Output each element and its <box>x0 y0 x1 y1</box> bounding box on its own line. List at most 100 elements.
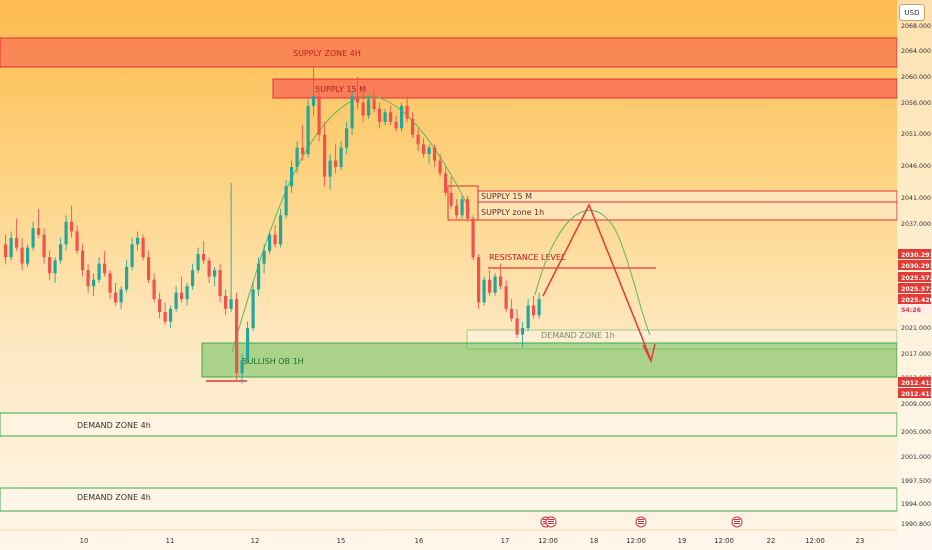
supply-zone-15m <box>477 190 898 203</box>
currency-selector[interactable]: USD <box>899 4 925 21</box>
candle-body <box>356 96 360 103</box>
candle-body <box>163 312 167 322</box>
candle-body <box>64 221 68 245</box>
countdown-tag <box>898 304 931 314</box>
candle-body <box>125 266 129 290</box>
price-axis-label: 2017.000 <box>901 351 931 358</box>
price-axis-label: 2041.000 <box>901 195 931 202</box>
candle-body <box>367 99 371 116</box>
candle-body <box>427 147 431 155</box>
price-axis-label: 2060.000 <box>901 74 931 81</box>
flag-stripe-icon <box>638 523 644 524</box>
time-axis[interactable]: 10 11 12 15 16 17 12:00 18 12:00 19 12:00 22 12:00 23 <box>80 537 865 545</box>
candle-body <box>70 221 74 232</box>
price-tag <box>898 260 931 270</box>
candle-body <box>75 231 79 251</box>
time-axis-label: 22 <box>767 537 776 545</box>
price-axis-label: 1994.000 <box>901 501 931 508</box>
candle-body <box>383 112 387 122</box>
price-tag-text: 2025.572 <box>901 286 932 293</box>
candle-body <box>394 121 398 129</box>
price-tag <box>898 283 931 293</box>
candle-body <box>334 160 338 167</box>
candle-body <box>411 118 415 135</box>
price-axis[interactable]: 2068.000 2064.000 2060.000 2056.000 2051.000… <box>901 23 931 528</box>
time-axis-label: 12:00 <box>805 537 825 545</box>
candle-body <box>493 276 497 293</box>
price-axis-label: 2068.000 <box>901 23 931 30</box>
price-tag-text: 2012.412 <box>901 391 932 398</box>
candle-body <box>152 279 156 300</box>
price-tag-text: 2030.291 <box>901 252 932 259</box>
candle-body <box>119 289 123 303</box>
flag-stripe-icon <box>734 519 740 520</box>
candle-body <box>284 186 288 216</box>
flag-stripe-icon <box>734 523 740 524</box>
time-axis-label: 23 <box>856 537 865 545</box>
candle-body <box>262 250 266 264</box>
supply-zone-1h-label: SUPPLY zone 1h <box>481 208 544 217</box>
candle-body <box>504 286 508 309</box>
candle-body <box>174 292 178 309</box>
candle-body <box>196 254 200 271</box>
candle-body <box>59 244 63 261</box>
price-axis-label: 2009.000 <box>901 401 931 408</box>
candle-body <box>92 279 96 287</box>
candle-body <box>136 237 140 245</box>
price-tag-text: 2025.420 <box>901 297 932 304</box>
time-axis-label: 18 <box>590 537 599 545</box>
flag-stripe-icon <box>548 523 554 524</box>
flag-stripe-icon <box>638 519 644 520</box>
event-icons[interactable] <box>540 516 743 528</box>
candle-body <box>26 247 30 264</box>
candle-body <box>213 270 217 277</box>
price-axis-label: 2046.000 <box>901 163 931 170</box>
price-tag-text: 2025.572 <box>901 275 932 282</box>
candle-body <box>218 270 222 296</box>
candle-body <box>279 215 283 245</box>
candle-body <box>86 270 90 287</box>
candle-body <box>389 112 393 122</box>
candle-body <box>290 167 294 187</box>
candle-body <box>471 218 475 258</box>
flag-stripe-icon <box>638 521 644 522</box>
projection-arc-forecast <box>534 210 651 336</box>
price-axis-label: 2005.000 <box>901 429 931 436</box>
candle-body <box>345 128 349 148</box>
price-tag <box>898 249 931 259</box>
demand-zone-4h-b-label: DEMAND ZONE 4h <box>77 493 151 502</box>
candle-body <box>273 234 277 245</box>
candle-body <box>108 273 112 293</box>
price-axis-label: 1990.800 <box>901 521 931 528</box>
candle-body <box>224 295 228 309</box>
projection-arrow-head <box>642 343 656 364</box>
price-axis-label: 2001.000 <box>901 454 931 461</box>
candle-body <box>4 244 8 258</box>
time-axis-label: 11 <box>166 537 175 545</box>
price-axis-label: 2021.000 <box>901 325 931 332</box>
candle-body <box>317 96 321 135</box>
candle-body <box>455 205 459 216</box>
candle-body <box>180 292 184 300</box>
candle-body <box>526 305 530 329</box>
candle-body <box>53 260 57 274</box>
candles-layer <box>4 67 541 384</box>
candle-body <box>207 260 211 277</box>
candle-body <box>97 263 101 280</box>
price-axis-label: 2064.000 <box>901 48 931 55</box>
flag-stripe-icon <box>734 521 740 522</box>
demand-zone-4h-a-label: DEMAND ZONE 4h <box>77 421 151 430</box>
supply-zone-4h-label: SUPPLY ZONE 4H <box>293 49 361 58</box>
candle-body <box>158 299 162 312</box>
candle-body <box>202 254 206 261</box>
candle-body <box>372 99 376 109</box>
price-tag <box>898 388 931 398</box>
candle-body <box>185 286 189 300</box>
time-axis-label: 12:00 <box>626 537 646 545</box>
candle-body <box>48 257 52 274</box>
candle-body <box>268 234 272 251</box>
candle-body <box>350 96 354 129</box>
resistance-label: RESISTANCE LEVEL <box>489 253 566 262</box>
